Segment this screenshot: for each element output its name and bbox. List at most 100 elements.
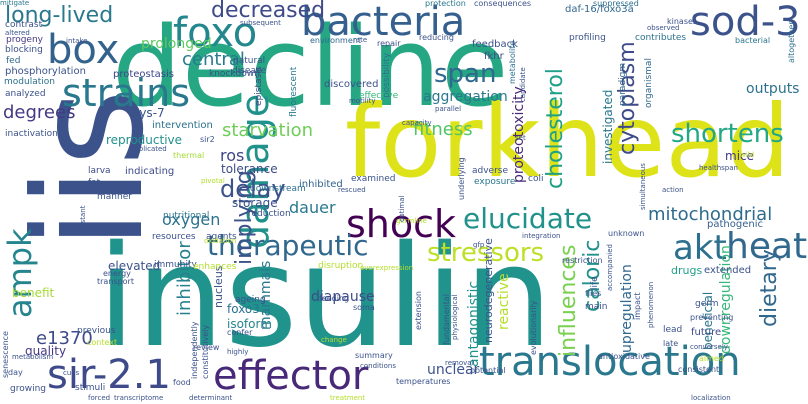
word-highly: highly xyxy=(227,348,249,356)
word-adverse: adverse xyxy=(472,166,509,176)
word-life: life xyxy=(590,276,600,290)
word-fitness: fitness xyxy=(413,119,473,140)
word-box: box xyxy=(47,27,120,73)
word-agents: agents xyxy=(206,232,237,242)
word-reactive: reactive xyxy=(496,273,512,330)
word-contributes: contributes xyxy=(635,33,687,43)
word-foxo: foxo xyxy=(173,10,258,56)
word-restriction: restriction xyxy=(562,256,603,265)
word-mice: mice xyxy=(725,149,755,163)
word-environment: environment xyxy=(310,36,361,45)
word-future: future xyxy=(691,327,722,338)
word-intervention: intervention xyxy=(152,120,213,131)
word-elevated: elevated xyxy=(108,259,161,273)
word-coli: coli xyxy=(528,174,544,184)
word-neurodegenerative: neurodegenerative xyxy=(482,238,495,343)
word-blocking: blocking xyxy=(5,45,43,55)
word-preventing: preventing xyxy=(690,313,734,322)
word-sir2: sir2 xyxy=(200,135,215,144)
word-quality: quality xyxy=(25,344,67,358)
word-food: food xyxy=(173,378,191,387)
word-isoform: isoform xyxy=(227,317,272,331)
word-capacity: capacity xyxy=(402,119,432,127)
word-evolutionarily: evolutionarily xyxy=(529,300,538,355)
word-e1370: e1370 xyxy=(36,328,93,349)
word-wild: wild xyxy=(740,151,755,159)
word-rate: rate xyxy=(353,36,368,44)
word-decreased: decreased xyxy=(211,0,326,23)
word-aimed: aimed xyxy=(699,354,724,363)
word-antagonistic: antagonistic xyxy=(466,280,482,367)
word-modulation: modulation xyxy=(4,77,55,87)
word-prolonged: prolonged xyxy=(141,36,212,52)
word-observed: observed xyxy=(647,24,680,32)
word-bacterial: bacterial xyxy=(735,36,771,45)
word-unclear: unclear xyxy=(427,362,480,378)
word-previous: previous xyxy=(77,326,116,336)
word-therapeutic: therapeutic xyxy=(207,229,369,262)
word-indicating: indicating xyxy=(125,166,175,177)
word-gfp: gfp xyxy=(473,241,485,249)
word-examined: examined xyxy=(351,174,396,184)
word-protection: protection xyxy=(425,0,466,8)
word-cues: cues xyxy=(63,369,80,377)
word-natural: natural xyxy=(233,56,266,66)
word-mitigate: mitigate xyxy=(0,0,30,7)
word-phosphorylation: phosphorylation xyxy=(5,66,86,77)
word-ampk: ampk xyxy=(1,228,39,318)
word-action: action xyxy=(662,186,684,194)
word-germ: germ xyxy=(695,299,719,309)
word-accompanied: accompanied xyxy=(606,244,614,291)
word-optimal: optimal xyxy=(398,195,406,222)
word-fundamental: fundamental xyxy=(442,294,451,345)
word-forkhead: forkhead xyxy=(345,83,791,200)
word-starvation: starvation xyxy=(222,120,314,141)
word-fkhr: fkhr xyxy=(484,51,504,62)
word-change: change xyxy=(321,336,347,344)
word-strains: strains xyxy=(62,71,191,115)
word-ageing: ageing xyxy=(235,295,266,305)
word-late: late xyxy=(663,339,679,348)
word-manner: manner xyxy=(97,192,132,202)
word-implicated: implicated xyxy=(130,145,167,153)
word-dietary: dietary xyxy=(757,249,782,327)
word-possibility: possibility xyxy=(382,52,392,98)
word-foxo3: foxo3 xyxy=(227,302,260,316)
word-transport: transport xyxy=(97,277,134,286)
word-potential: potential xyxy=(470,366,506,375)
word-diapause: diapause xyxy=(311,289,375,305)
word-fed: fed xyxy=(6,56,21,66)
word-conditions: conditions xyxy=(360,362,397,370)
word-delay: delay xyxy=(220,175,286,203)
word-sir-2-1: sir-2.1 xyxy=(47,352,171,398)
word-antioxidative: antioxidative xyxy=(598,352,650,361)
word-span: span xyxy=(434,59,497,89)
word-main: main xyxy=(585,302,608,312)
word-storage: storage xyxy=(232,196,278,210)
word-motility: motility xyxy=(349,97,376,105)
word-organismal: organismal xyxy=(644,58,654,108)
word-akt: akt xyxy=(673,228,727,268)
word-stimuli: stimuli xyxy=(75,383,106,393)
word-long-lived: long-lived xyxy=(5,3,114,28)
word-decline: decline xyxy=(112,3,509,131)
word-dauer: dauer xyxy=(289,198,336,217)
word-shock: shock xyxy=(346,202,457,246)
word-shortens: shortens xyxy=(671,119,784,149)
word-thermal: thermal xyxy=(173,151,205,160)
word-summary: summary xyxy=(355,351,393,360)
word-aggregation: aggregation xyxy=(423,89,508,105)
word-downstream: downstream xyxy=(250,184,306,194)
word-exposure: exposure xyxy=(474,177,516,187)
word-intake: intake xyxy=(66,37,88,45)
word-daf-16-foxo3a: daf-16/foxo3a xyxy=(565,4,634,15)
word-nutritional: nutritional xyxy=(163,211,210,221)
word-temperatures: temperatures xyxy=(396,377,451,386)
word-independently: independently xyxy=(190,321,199,379)
word-proteostasis: proteostasis xyxy=(113,69,175,80)
word-reproductive: reproductive xyxy=(106,133,183,147)
word-effector: effector xyxy=(213,353,369,399)
word-paradigm: paradigm xyxy=(618,62,628,106)
word-analyzed: analyzed xyxy=(5,89,46,99)
word-drugs: drugs xyxy=(671,264,703,277)
